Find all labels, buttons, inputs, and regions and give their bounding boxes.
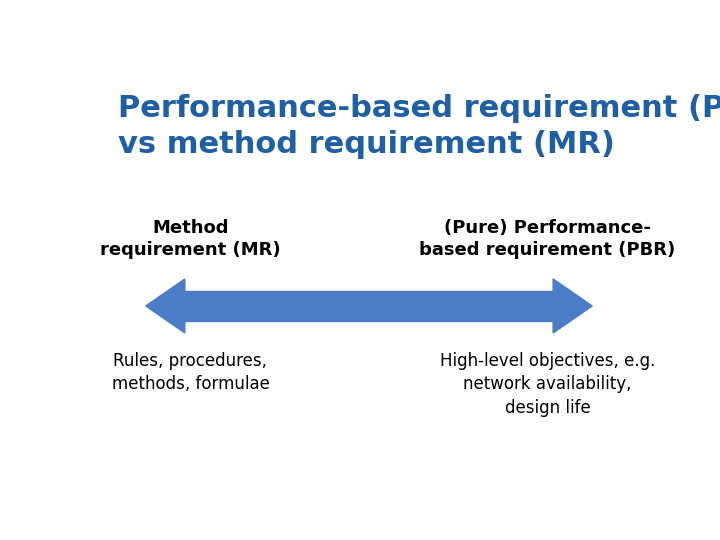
Bar	[185, 292, 553, 321]
Text: High-level objectives, e.g.
network availability,
design life: High-level objectives, e.g. network avai…	[440, 352, 655, 417]
Text: Rules, procedures,
methods, formulae: Rules, procedures, methods, formulae	[112, 352, 269, 393]
Text: (Pure) Performance-
based requirement (PBR): (Pure) Performance- based requirement (P…	[420, 219, 675, 259]
FancyArrow shape	[553, 279, 593, 333]
FancyArrow shape	[145, 279, 185, 333]
Text: Performance-based requirement (PBR)
vs method requirement (MR): Performance-based requirement (PBR) vs m…	[118, 94, 720, 159]
Text: Method
requirement (MR): Method requirement (MR)	[100, 219, 281, 259]
